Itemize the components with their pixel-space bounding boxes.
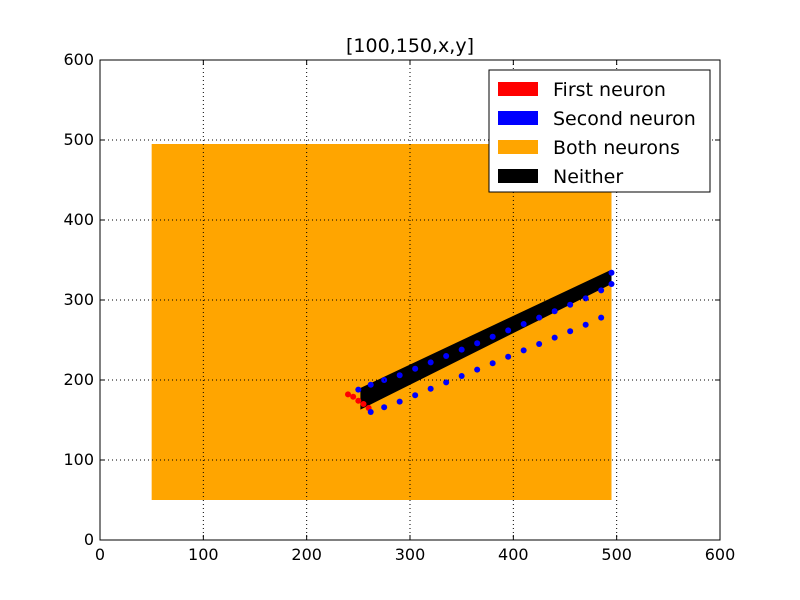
legend-label-first-neuron: First neuron — [553, 79, 666, 101]
second-neuron-point — [443, 353, 450, 359]
x-tick-label: 200 — [291, 545, 322, 564]
y-tick-label: 200 — [63, 370, 94, 389]
y-tick-label: 400 — [63, 210, 94, 229]
second-neuron-point — [458, 373, 465, 379]
second-neuron-point — [520, 347, 527, 354]
legend-label-neither: Neither — [553, 166, 623, 188]
second-neuron-point — [489, 333, 496, 340]
x-tick-label: 600 — [705, 545, 736, 564]
second-neuron-point — [582, 321, 589, 328]
second-neuron-point — [489, 360, 496, 367]
y-tick-label: 100 — [63, 450, 94, 469]
first-neuron-point — [355, 397, 362, 404]
second-neuron-point — [474, 366, 481, 373]
second-neuron-point — [505, 327, 512, 334]
second-neuron-point — [598, 314, 605, 321]
second-neuron-point — [567, 301, 574, 308]
legend-label-second-neuron: Second neuron — [553, 108, 696, 130]
second-neuron-point — [396, 398, 403, 405]
second-neuron-point — [458, 346, 465, 353]
second-neuron-point — [536, 341, 543, 347]
legend-swatch-first-neuron — [498, 82, 538, 96]
second-neuron-point — [443, 379, 450, 386]
second-neuron-point — [412, 392, 419, 399]
second-neuron-point — [355, 386, 362, 393]
second-neuron-point — [582, 295, 589, 302]
first-neuron-point — [345, 391, 351, 398]
second-neuron-point — [505, 353, 512, 360]
first-neuron-point — [350, 393, 357, 400]
chart-title: [100,150,x,y] — [346, 35, 474, 57]
second-neuron-point — [520, 321, 527, 327]
x-tick-label: 400 — [498, 545, 529, 564]
x-tick-label: 0 — [95, 545, 105, 564]
plot-area: 0 100 200 300 400 500 600 0 100 200 300 400 500 600 — [63, 50, 735, 564]
both-neurons-region — [151, 144, 612, 500]
second-neuron-point — [608, 281, 615, 287]
y-tick-label: 300 — [63, 290, 94, 309]
first-neuron-point — [360, 401, 367, 407]
legend-label-both-neurons: Both neurons — [553, 137, 680, 159]
second-neuron-point — [396, 372, 403, 379]
legend-swatch-neither — [498, 169, 538, 183]
second-neuron-point — [551, 308, 558, 315]
legend-swatch-both-neurons — [498, 140, 538, 154]
second-neuron-point — [567, 328, 574, 335]
second-neuron-point — [367, 381, 374, 388]
y-tick-label: 0 — [84, 530, 94, 549]
x-tick-label: 300 — [395, 545, 426, 564]
second-neuron-point — [474, 340, 481, 347]
legend: First neuron Second neuron Both neurons Nei… — [488, 69, 711, 193]
x-tick-label: 100 — [188, 545, 219, 564]
second-neuron-point — [381, 404, 388, 411]
second-neuron-point — [427, 385, 434, 392]
second-neuron-point — [427, 359, 434, 366]
second-neuron-point — [551, 334, 558, 341]
second-neuron-point — [367, 409, 374, 415]
y-tick-label: 500 — [63, 130, 94, 149]
second-neuron-point — [598, 287, 605, 294]
y-tick-label: 600 — [63, 50, 94, 69]
second-neuron-point — [608, 269, 615, 276]
neither-band — [360, 269, 612, 410]
x-tick-label: 500 — [601, 545, 632, 564]
legend-swatch-second-neuron — [498, 111, 538, 125]
second-neuron-point — [412, 365, 419, 372]
second-neuron-point — [536, 314, 543, 321]
